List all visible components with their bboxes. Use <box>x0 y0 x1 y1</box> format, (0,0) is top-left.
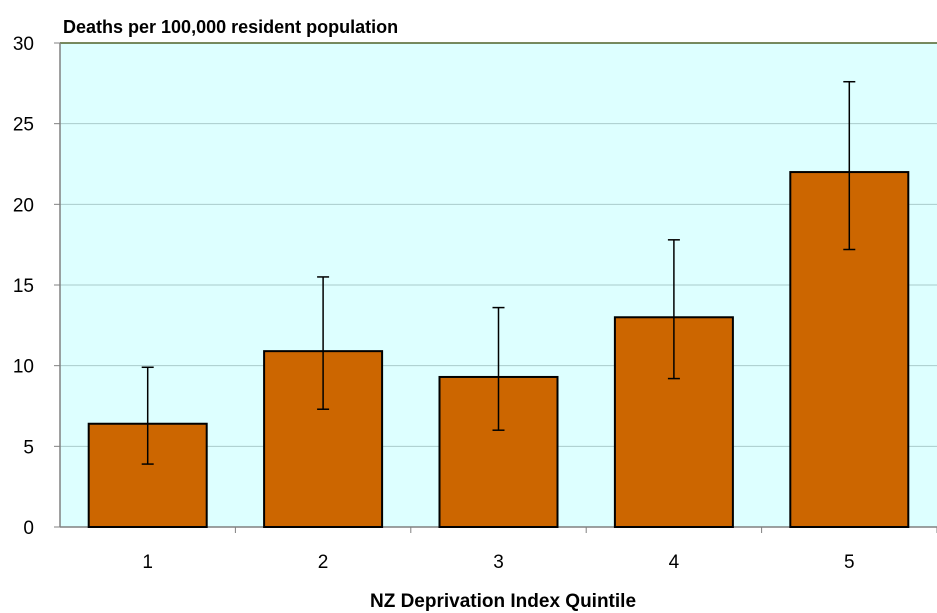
y-tick-label: 10 <box>13 357 34 378</box>
y-tick-label: 20 <box>13 195 34 216</box>
y-tick-label: 25 <box>13 115 34 136</box>
chart-title: Deaths per 100,000 resident population <box>63 17 398 37</box>
y-tick-label: 5 <box>23 437 34 458</box>
error-bars <box>141 80 856 465</box>
x-tick-label: 5 <box>844 552 855 573</box>
x-tick-label: 4 <box>669 552 680 573</box>
x-axis-ticks: 1 2 3 4 5 <box>142 527 937 573</box>
bars <box>87 171 910 529</box>
x-tick-label: 2 <box>318 552 329 573</box>
x-tick-label: 3 <box>493 552 504 573</box>
y-tick-label: 15 <box>13 276 34 297</box>
y-axis-ticks: 0 5 10 15 20 25 30 <box>13 34 60 539</box>
x-tick-label: 1 <box>142 552 153 573</box>
y-tick-label: 0 <box>23 518 34 539</box>
y-tick-label: 30 <box>13 34 34 55</box>
x-axis-title: NZ Deprivation Index Quintile <box>370 591 636 612</box>
